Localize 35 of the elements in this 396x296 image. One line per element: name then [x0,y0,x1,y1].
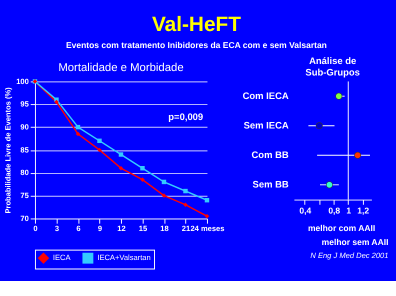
y-tick-label: Com IECA [242,91,289,102]
x-tick-label: 1,2 [357,205,370,216]
text: melhor sem AAII [322,236,388,247]
y-axis-title: Probabilidade Livre de Eventos (%) [4,86,13,214]
x-tick-label: 6 [76,224,81,234]
x-tick-label: 15 [138,224,148,234]
x-tick-label: 0 [33,224,38,234]
legend-label: IECA [52,253,72,262]
y-tick-label: Sem BB [252,180,289,191]
y-tick-label: 80 [20,168,29,178]
x-tick-label: 18 [160,224,169,234]
x-tick-label: 0,4 [299,205,312,216]
x-tick-label: 24 meses [190,224,224,234]
x-tick-label: 0,8 [328,205,340,216]
chart-title: Val-HeFT [152,12,242,36]
chart-subtitle: Eventos com tratamento Inibidores da ECA com e sem Valsartan [66,40,327,50]
text: Mortalidade e Morbidade [58,62,184,74]
x-tick-label: 1 [346,205,352,216]
y-tick-label: Sem IECA [244,120,289,132]
y-tick-label: 95 [20,100,29,109]
y-tick-label: 85 [20,145,29,154]
y-tick-label: 70 [20,214,29,223]
x-tick-label: 3 [54,224,60,234]
text: N Eng J Med Dec 2001 [310,251,388,260]
annotation: p=0,009 [168,112,204,124]
y-tick-label: 75 [20,190,29,200]
legend-label: IECA+Valsartan [97,253,151,262]
x-tick-label: 21 [182,224,190,234]
x-tick-label: 9 [98,224,102,234]
x-tick-label: 12 [117,224,126,234]
y-tick-label: 90 [20,122,29,132]
text: melhor com AAII [308,222,376,233]
chart-title: Análise de Sub-Grupos [305,56,360,78]
y-tick-label: 100 [16,76,29,86]
y-tick-label: Com BB [251,150,289,162]
